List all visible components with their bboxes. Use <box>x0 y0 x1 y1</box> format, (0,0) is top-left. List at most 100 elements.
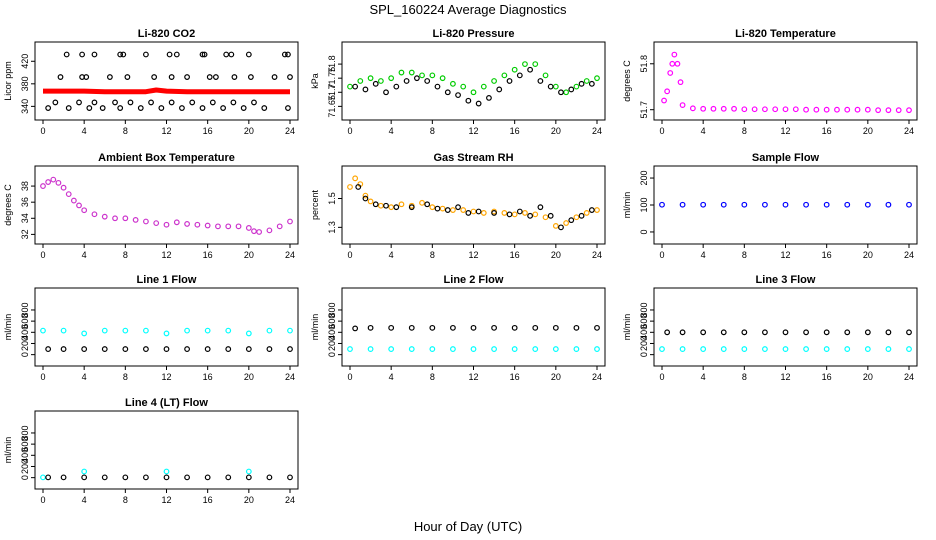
x-tick-label: 16 <box>822 126 832 136</box>
chart-title: Line 4 (LT) Flow <box>125 397 208 409</box>
plot-frame <box>341 41 606 121</box>
data-point <box>669 60 676 67</box>
chart-title: Line 3 Flow <box>756 274 816 286</box>
series-box-temp <box>40 176 293 235</box>
data-point <box>81 207 88 214</box>
data-point <box>578 80 585 87</box>
x-tick-label: 8 <box>742 250 747 260</box>
data-point <box>594 324 600 331</box>
x-tick-label: 12 <box>780 250 790 260</box>
data-point <box>906 346 912 352</box>
data-point <box>194 221 201 228</box>
data-point <box>81 474 88 481</box>
data-point <box>583 78 590 84</box>
x-tick-label: 12 <box>161 372 171 382</box>
data-point <box>558 89 564 96</box>
data-point <box>143 474 149 481</box>
y-tick-label: 0 <box>327 352 337 357</box>
plot-frame <box>34 410 299 490</box>
data-point <box>844 346 851 352</box>
y-axis-label: ml/min <box>3 314 13 341</box>
data-point <box>491 210 497 216</box>
data-point <box>895 107 902 114</box>
x-tick-label: 20 <box>863 126 873 136</box>
y-axis-label: kPa <box>310 73 320 89</box>
data-point <box>245 51 252 58</box>
data-point <box>45 474 52 481</box>
data-point <box>803 201 809 208</box>
data-point <box>906 107 912 114</box>
x-tick-label: 24 <box>285 495 295 505</box>
y-tick-label: 0 <box>20 352 30 357</box>
series-line3-cyan <box>659 346 912 352</box>
data-point <box>398 201 405 208</box>
y-tick-label: 340 <box>20 99 30 114</box>
data-point <box>834 106 840 113</box>
data-point <box>700 329 707 336</box>
x-tick-label: 12 <box>468 250 478 260</box>
data-point <box>179 105 185 111</box>
y-tick-label: 1.5 <box>327 192 337 205</box>
data-point <box>844 329 851 336</box>
x-tick-label: 12 <box>161 495 171 505</box>
x-tick-label: 8 <box>123 372 128 382</box>
x-tick-label: 16 <box>203 126 213 136</box>
x-tick-label: 0 <box>347 126 352 136</box>
x-tick-label: 24 <box>904 372 914 382</box>
data-point <box>163 330 170 337</box>
y-tick-label: 71.8 <box>327 55 337 73</box>
x-tick-label: 16 <box>510 250 520 260</box>
data-point <box>189 99 196 106</box>
data-point <box>377 78 384 84</box>
y-tick-label: 200 <box>639 171 649 186</box>
data-point <box>251 228 257 235</box>
data-point <box>700 346 707 352</box>
chart-title: Line 2 Flow <box>444 274 504 286</box>
y-tick-label: 32 <box>20 229 30 239</box>
data-point <box>522 210 528 216</box>
x-tick-label: 24 <box>285 126 295 136</box>
data-point <box>101 346 108 352</box>
y-tick-label: 800 <box>327 302 337 317</box>
y-axis-label: percent <box>310 189 320 220</box>
plot-frame <box>653 287 918 367</box>
data-point <box>470 89 477 96</box>
data-point <box>383 202 389 209</box>
data-point <box>117 105 124 111</box>
data-point <box>408 204 415 211</box>
x-tick-label: 8 <box>742 126 747 136</box>
data-point <box>209 99 216 106</box>
data-point <box>127 99 134 106</box>
data-point <box>55 179 62 186</box>
data-point <box>429 72 436 79</box>
x-tick-label: 12 <box>780 126 790 136</box>
x-tick-label: 24 <box>592 372 602 382</box>
x-tick-label: 20 <box>551 126 561 136</box>
data-point <box>285 105 291 111</box>
data-point <box>573 83 580 90</box>
chart-title: Li-820 CO2 <box>138 28 195 40</box>
data-point <box>568 86 575 93</box>
data-point <box>480 210 487 216</box>
data-point <box>664 329 671 336</box>
series-line4-black <box>45 474 293 481</box>
data-point <box>225 346 232 352</box>
data-point <box>230 99 237 106</box>
x-tick-label: 16 <box>510 126 520 136</box>
data-point <box>166 51 173 58</box>
data-point <box>235 223 242 230</box>
data-point <box>357 78 364 84</box>
data-point <box>65 191 72 198</box>
data-point <box>240 105 247 111</box>
data-point <box>52 99 59 106</box>
series-outliers-low <box>45 99 291 111</box>
data-point <box>245 225 252 231</box>
data-point <box>99 105 106 111</box>
data-point <box>486 95 492 101</box>
data-point <box>532 61 539 67</box>
data-point <box>875 107 882 114</box>
data-point <box>245 330 252 337</box>
data-point <box>444 89 451 96</box>
data-point <box>677 79 684 86</box>
